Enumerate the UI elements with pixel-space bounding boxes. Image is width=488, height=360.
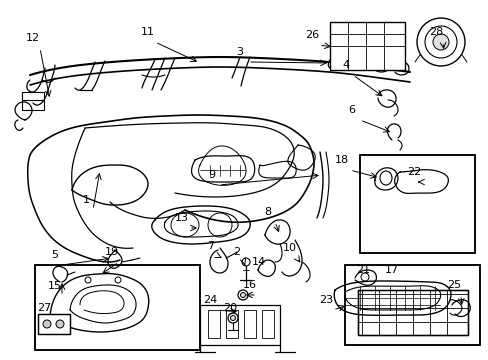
Text: 7: 7	[207, 241, 214, 251]
Bar	[357, 290, 467, 335]
Text: 17: 17	[384, 265, 398, 275]
Text: 20: 20	[223, 303, 237, 313]
Bar	[244, 310, 256, 338]
Ellipse shape	[56, 320, 64, 328]
Bar	[345, 265, 479, 345]
Bar	[225, 310, 238, 338]
Bar	[359, 155, 474, 253]
Text: 13: 13	[175, 213, 189, 223]
Text: 12: 12	[26, 33, 40, 43]
Text: 1: 1	[82, 195, 89, 205]
Text: 4: 4	[342, 60, 349, 70]
Text: 23: 23	[318, 295, 332, 305]
Text: 16: 16	[243, 280, 257, 290]
Ellipse shape	[432, 34, 448, 50]
Text: 18: 18	[334, 155, 348, 165]
Ellipse shape	[240, 292, 245, 297]
Text: 10: 10	[283, 243, 296, 253]
Bar	[38, 314, 70, 334]
Bar	[262, 310, 273, 338]
Text: 27: 27	[37, 303, 51, 313]
Text: 2: 2	[233, 247, 240, 257]
Text: 9: 9	[208, 170, 215, 180]
Text: 21: 21	[355, 265, 369, 275]
Text: 5: 5	[51, 250, 59, 260]
Text: 28: 28	[428, 27, 442, 37]
Text: 22: 22	[406, 167, 420, 177]
Bar	[35, 265, 200, 350]
Bar	[22, 92, 44, 110]
Bar	[359, 155, 474, 253]
Ellipse shape	[43, 320, 51, 328]
Bar	[35, 265, 200, 350]
Text: 19: 19	[105, 247, 119, 257]
Bar	[329, 22, 404, 70]
Text: 15: 15	[48, 281, 62, 291]
Text: 26: 26	[305, 30, 318, 40]
Text: 8: 8	[264, 207, 271, 217]
Text: 3: 3	[236, 47, 243, 57]
Bar	[207, 310, 220, 338]
Text: 11: 11	[141, 27, 155, 37]
Bar	[357, 290, 467, 335]
Text: 6: 6	[348, 105, 355, 115]
Text: 24: 24	[203, 295, 217, 305]
Ellipse shape	[230, 315, 235, 320]
Bar	[38, 314, 70, 334]
Bar	[345, 265, 479, 345]
Text: 14: 14	[251, 257, 265, 267]
Bar	[200, 305, 280, 345]
Text: 25: 25	[446, 280, 460, 290]
